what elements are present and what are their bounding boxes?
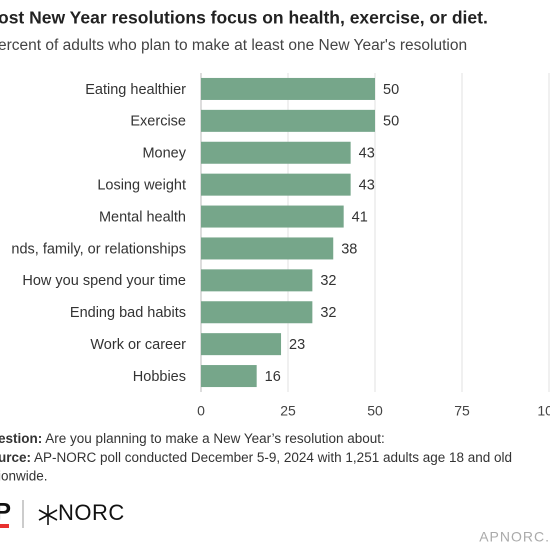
bar [201, 237, 334, 260]
source-note: urce: AP-NORC poll conducted December 5-… [0, 450, 512, 465]
plot-area: 0 25 50 75 100 Eating healthier 50 Exercise 50 Mo… [11, 73, 550, 419]
value-label: 32 [320, 273, 336, 289]
bar [201, 141, 351, 164]
site-url: APNORC. [479, 529, 550, 545]
value-label: 50 [383, 114, 399, 130]
norc-logo: NORC [58, 500, 125, 525]
bar [201, 365, 257, 388]
bar [201, 301, 313, 324]
category-label: Hobbies [133, 369, 186, 385]
bar [201, 173, 351, 196]
category-label: Losing weight [97, 177, 186, 193]
bar [201, 205, 344, 228]
value-label: 23 [289, 337, 305, 353]
question-note: estion: Are you planning to make a New Y… [0, 431, 385, 446]
value-label: 41 [352, 209, 368, 225]
question-text: Are you planning to make a New Year’s re… [45, 431, 384, 446]
value-label: 43 [359, 177, 375, 193]
source-note-cont: ionwide. [0, 469, 48, 484]
x-tick-label: 100 [537, 403, 550, 419]
value-label: 32 [320, 305, 336, 321]
bar [201, 269, 313, 292]
chart-subtitle: ercent of adults who plan to make at lea… [0, 37, 467, 54]
value-label: 38 [341, 241, 357, 257]
bar [201, 77, 375, 100]
category-label: Eating healthier [85, 82, 186, 98]
category-label: Money [142, 146, 186, 162]
chart-title: ost New Year resolutions focus on health… [0, 8, 488, 28]
category-label: nds, family, or relationships [11, 241, 186, 257]
question-label: estion: [0, 431, 42, 446]
x-tick-label: 50 [367, 403, 383, 419]
source-text: AP-NORC poll conducted December 5-9, 202… [34, 450, 512, 465]
value-label: 50 [383, 82, 399, 98]
category-label: Mental health [99, 209, 186, 225]
value-label: 16 [265, 369, 281, 385]
bar [201, 333, 282, 356]
x-tick-label: 25 [280, 403, 296, 419]
category-label: Work or career [90, 337, 186, 353]
category-label: Ending bad habits [70, 305, 186, 321]
x-tick-label: 75 [454, 403, 470, 419]
ap-logo: P [0, 498, 11, 525]
norc-star [38, 505, 58, 525]
category-label: Exercise [130, 114, 186, 130]
source-label: urce: [0, 450, 31, 465]
bar [201, 109, 375, 132]
x-tick-label: 0 [197, 403, 205, 419]
value-label: 43 [359, 146, 375, 162]
ap-logo-bar [0, 524, 9, 528]
category-label: How you spend your time [22, 273, 186, 289]
